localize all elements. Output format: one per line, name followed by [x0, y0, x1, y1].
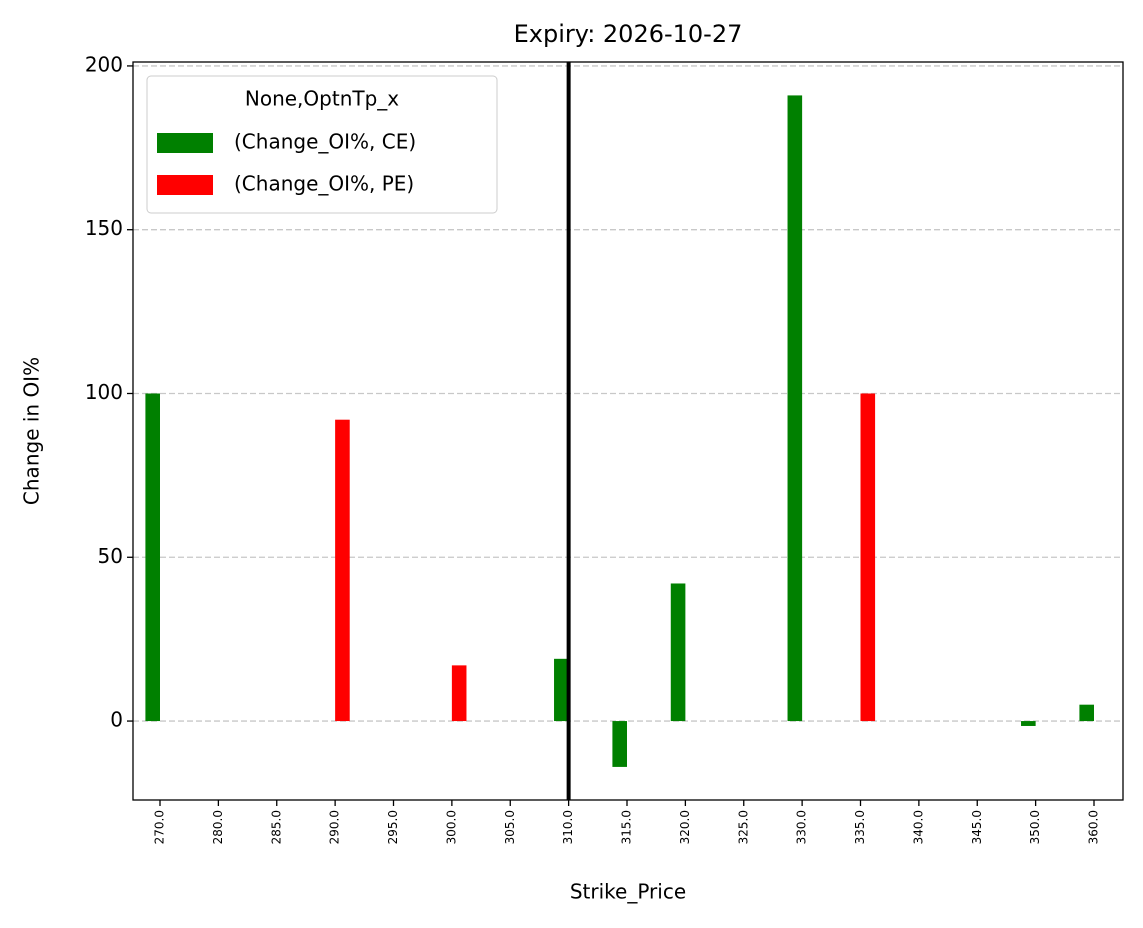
bar: [554, 658, 569, 722]
x-tick-label: 330.0: [795, 810, 809, 844]
bar: [860, 393, 876, 722]
x-tick-label: 360.0: [1087, 810, 1101, 844]
x-tick-label: 300.0: [444, 810, 458, 844]
x-tick-label: 295.0: [386, 810, 400, 844]
y-tick-label: 50: [98, 544, 123, 568]
legend-label: (Change_OI%, PE): [234, 172, 414, 196]
x-tick-label: 350.0: [1028, 810, 1042, 844]
x-tick-label: 315.0: [620, 810, 634, 844]
legend-title: None,OptnTp_x: [245, 87, 399, 111]
x-tick-label: 310.0: [561, 810, 575, 844]
x-tick-label: 345.0: [970, 810, 984, 844]
bar: [1079, 704, 1094, 722]
legend-box: [146, 75, 498, 214]
bar: [451, 665, 467, 722]
legend-swatch: [157, 175, 213, 195]
bar: [335, 419, 350, 722]
x-tick-label: 290.0: [328, 810, 342, 844]
y-tick-label: 150: [85, 216, 123, 240]
bar: [612, 721, 627, 767]
y-axis-label: Change in OI%: [20, 357, 44, 505]
bar: [145, 393, 160, 722]
y-tick-label: 0: [110, 708, 123, 732]
y-tick-label: 100: [85, 380, 123, 404]
x-tick-label: 305.0: [503, 810, 517, 844]
bar: [670, 583, 686, 722]
x-tick-label: 285.0: [269, 810, 283, 844]
x-tick-label: 270.0: [153, 810, 167, 844]
bar: [1021, 721, 1036, 726]
y-tick-label: 200: [85, 52, 123, 76]
x-tick-label: 320.0: [678, 810, 692, 844]
x-tick-label: 325.0: [736, 810, 750, 844]
x-tick-label: 280.0: [211, 810, 225, 844]
plot-frame: [132, 61, 1124, 801]
legend-swatch: [157, 133, 213, 153]
legend-label: (Change_OI%, CE): [234, 130, 416, 154]
x-axis-label: Strike_Price: [570, 880, 686, 904]
bar: [787, 95, 803, 722]
x-tick-label: 335.0: [853, 810, 867, 844]
legend: None,OptnTp_x (Change_OI%, CE) (Change_OI%…: [146, 75, 498, 214]
x-tick-label: 340.0: [911, 810, 925, 844]
chart-title: Expiry: 2026-10-27: [514, 20, 743, 48]
